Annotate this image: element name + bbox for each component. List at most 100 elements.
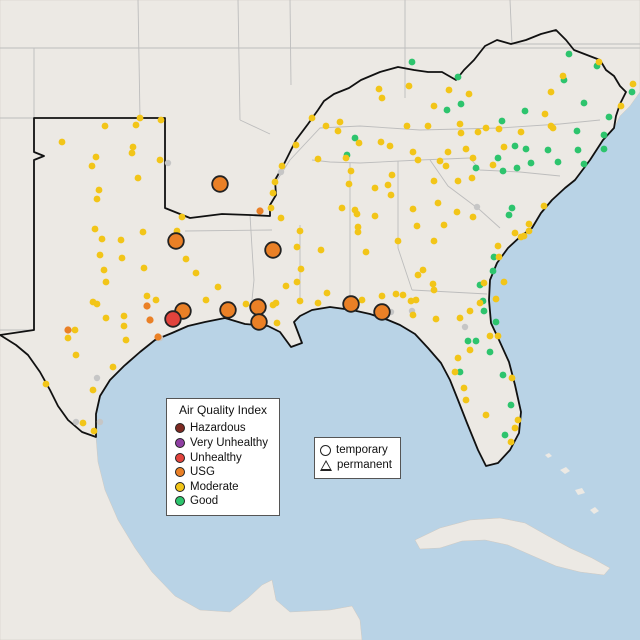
station-moderate[interactable] (541, 110, 549, 118)
station-moderate[interactable] (89, 298, 97, 306)
station-moderate[interactable] (134, 174, 142, 182)
station-good[interactable] (521, 107, 529, 115)
station-moderate[interactable] (64, 334, 72, 342)
station-moderate[interactable] (469, 213, 477, 221)
station-moderate[interactable] (405, 82, 413, 90)
station-good[interactable] (489, 267, 497, 275)
station-moderate[interactable] (388, 171, 396, 179)
station-moderate[interactable] (430, 102, 438, 110)
station-moderate[interactable] (456, 120, 464, 128)
station-moderate[interactable] (293, 278, 301, 286)
station-moderate[interactable] (317, 246, 325, 254)
station-moderate[interactable] (267, 204, 275, 212)
station-good[interactable] (574, 146, 582, 154)
station-usg-temporary[interactable] (373, 303, 391, 321)
station-moderate[interactable] (72, 351, 80, 359)
station-moderate[interactable] (292, 141, 300, 149)
station-moderate[interactable] (500, 278, 508, 286)
station-moderate[interactable] (547, 88, 555, 96)
station-moderate[interactable] (178, 213, 186, 221)
station-moderate[interactable] (91, 225, 99, 233)
station-moderate[interactable] (492, 295, 500, 303)
station-good[interactable] (490, 253, 498, 261)
station-moderate[interactable] (453, 208, 461, 216)
station-moderate[interactable] (354, 223, 362, 231)
station-moderate[interactable] (273, 319, 281, 327)
station-good[interactable] (464, 337, 472, 345)
station-moderate[interactable] (102, 314, 110, 322)
station-moderate[interactable] (486, 332, 494, 340)
station-no-data[interactable] (461, 323, 469, 331)
station-moderate[interactable] (322, 122, 330, 130)
station-moderate[interactable] (549, 124, 557, 132)
station-moderate[interactable] (296, 297, 304, 305)
station-moderate[interactable] (118, 254, 126, 262)
station-moderate[interactable] (430, 237, 438, 245)
station-moderate[interactable] (392, 290, 400, 298)
station-moderate[interactable] (377, 138, 385, 146)
station-moderate[interactable] (629, 80, 637, 88)
station-usg[interactable] (143, 302, 151, 310)
station-moderate[interactable] (371, 184, 379, 192)
station-moderate[interactable] (269, 189, 277, 197)
station-moderate[interactable] (192, 269, 200, 277)
station-moderate[interactable] (96, 251, 104, 259)
station-moderate[interactable] (517, 128, 525, 136)
station-moderate[interactable] (409, 311, 417, 319)
station-moderate[interactable] (394, 237, 402, 245)
station-good[interactable] (580, 160, 588, 168)
station-moderate[interactable] (132, 121, 140, 129)
station-moderate[interactable] (371, 212, 379, 220)
station-moderate[interactable] (120, 322, 128, 330)
station-moderate[interactable] (384, 181, 392, 189)
station-moderate[interactable] (466, 307, 474, 315)
station-moderate[interactable] (454, 177, 462, 185)
station-moderate[interactable] (424, 122, 432, 130)
station-good[interactable] (492, 318, 500, 326)
station-moderate[interactable] (314, 155, 322, 163)
station-moderate[interactable] (460, 384, 468, 392)
station-moderate[interactable] (71, 326, 79, 334)
station-moderate[interactable] (559, 72, 567, 80)
station-moderate[interactable] (466, 346, 474, 354)
station-moderate[interactable] (95, 186, 103, 194)
station-good[interactable] (565, 50, 573, 58)
station-moderate[interactable] (101, 122, 109, 130)
station-moderate[interactable] (202, 296, 210, 304)
station-moderate[interactable] (140, 264, 148, 272)
station-moderate[interactable] (323, 289, 331, 297)
station-moderate[interactable] (278, 162, 286, 170)
station-good[interactable] (408, 58, 416, 66)
station-moderate[interactable] (414, 271, 422, 279)
station-moderate[interactable] (334, 127, 342, 135)
station-moderate[interactable] (468, 174, 476, 182)
station-no-data[interactable] (93, 374, 101, 382)
station-moderate[interactable] (387, 191, 395, 199)
station-moderate[interactable] (440, 221, 448, 229)
station-good[interactable] (554, 158, 562, 166)
station-moderate[interactable] (495, 125, 503, 133)
station-moderate[interactable] (507, 438, 515, 446)
station-moderate[interactable] (419, 266, 427, 274)
station-moderate[interactable] (79, 419, 87, 427)
station-usg-temporary[interactable] (219, 301, 237, 319)
station-moderate[interactable] (88, 162, 96, 170)
station-no-data[interactable] (72, 418, 80, 426)
station-good[interactable] (600, 131, 608, 139)
station-usg-temporary[interactable] (250, 313, 268, 331)
station-moderate[interactable] (242, 300, 250, 308)
station-moderate[interactable] (465, 90, 473, 98)
station-moderate[interactable] (272, 299, 280, 307)
station-moderate[interactable] (98, 235, 106, 243)
station-moderate[interactable] (100, 266, 108, 274)
station-moderate[interactable] (139, 228, 147, 236)
station-moderate[interactable] (540, 202, 548, 210)
station-moderate[interactable] (136, 114, 144, 122)
station-usg[interactable] (154, 333, 162, 341)
station-moderate[interactable] (462, 396, 470, 404)
station-moderate[interactable] (342, 154, 350, 162)
station-good[interactable] (522, 145, 530, 153)
station-no-data[interactable] (164, 159, 172, 167)
station-moderate[interactable] (451, 368, 459, 376)
station-moderate[interactable] (454, 354, 462, 362)
